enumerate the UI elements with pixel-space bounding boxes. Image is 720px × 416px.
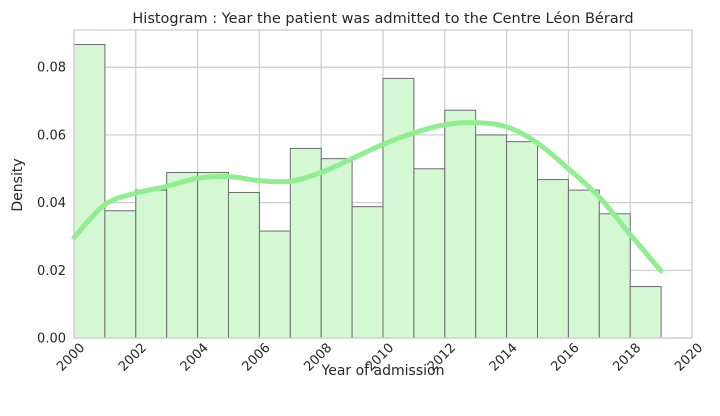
histogram-bar-2012 [444,109,477,339]
histogram-bar-2016 [567,189,600,339]
x-tick-label-2002: 2002 [116,341,150,375]
x-tick-label-2016: 2016 [549,341,583,375]
y-axis-ticks: 0.00 0.02 0.04 0.06 0.08 [37,61,66,347]
histogram-bar-2002 [135,189,168,339]
histogram-bar-2015 [537,179,569,339]
y-tick-label-0.08: 0.08 [37,61,66,76]
histogram-bars [73,44,662,339]
histogram-bar-2013 [475,134,508,339]
x-axis-label: Year of admission [321,363,445,379]
histogram-bar-2001 [104,210,137,339]
x-tick-label-2004: 2004 [178,341,212,375]
chart-title: Histogram : Year the patient was admitte… [132,11,633,27]
x-tick-label-2006: 2006 [240,341,274,375]
x-tick-label-2018: 2018 [610,341,644,375]
histogram-bar-2003 [166,171,199,339]
histogram-bar-2009 [351,206,384,339]
y-tick-label-0.04: 0.04 [37,196,66,211]
x-tick-label-2020: 2020 [672,341,706,375]
density-curve [71,120,664,274]
histogram-bar-2011 [413,168,446,339]
axes-frame [73,29,693,339]
x-tick-label-2014: 2014 [487,341,521,375]
y-axis-label: Density [10,158,26,211]
histogram-bar-2014 [506,141,539,339]
histogram-bar-2008 [320,158,353,339]
y-tick-label-0.02: 0.02 [37,264,66,279]
histogram-bar-2006 [258,230,291,339]
histogram-bar-2000 [73,44,106,339]
histogram-bar-2018 [629,286,662,339]
y-tick-label-0.00: 0.00 [37,332,66,347]
histogram-bar-2010 [382,77,415,339]
histogram-bar-2005 [228,191,260,339]
plot-border [73,29,693,339]
kde-line [71,120,664,274]
histogram-bar-2004 [197,171,230,339]
y-tick-label-0.06: 0.06 [37,128,66,143]
